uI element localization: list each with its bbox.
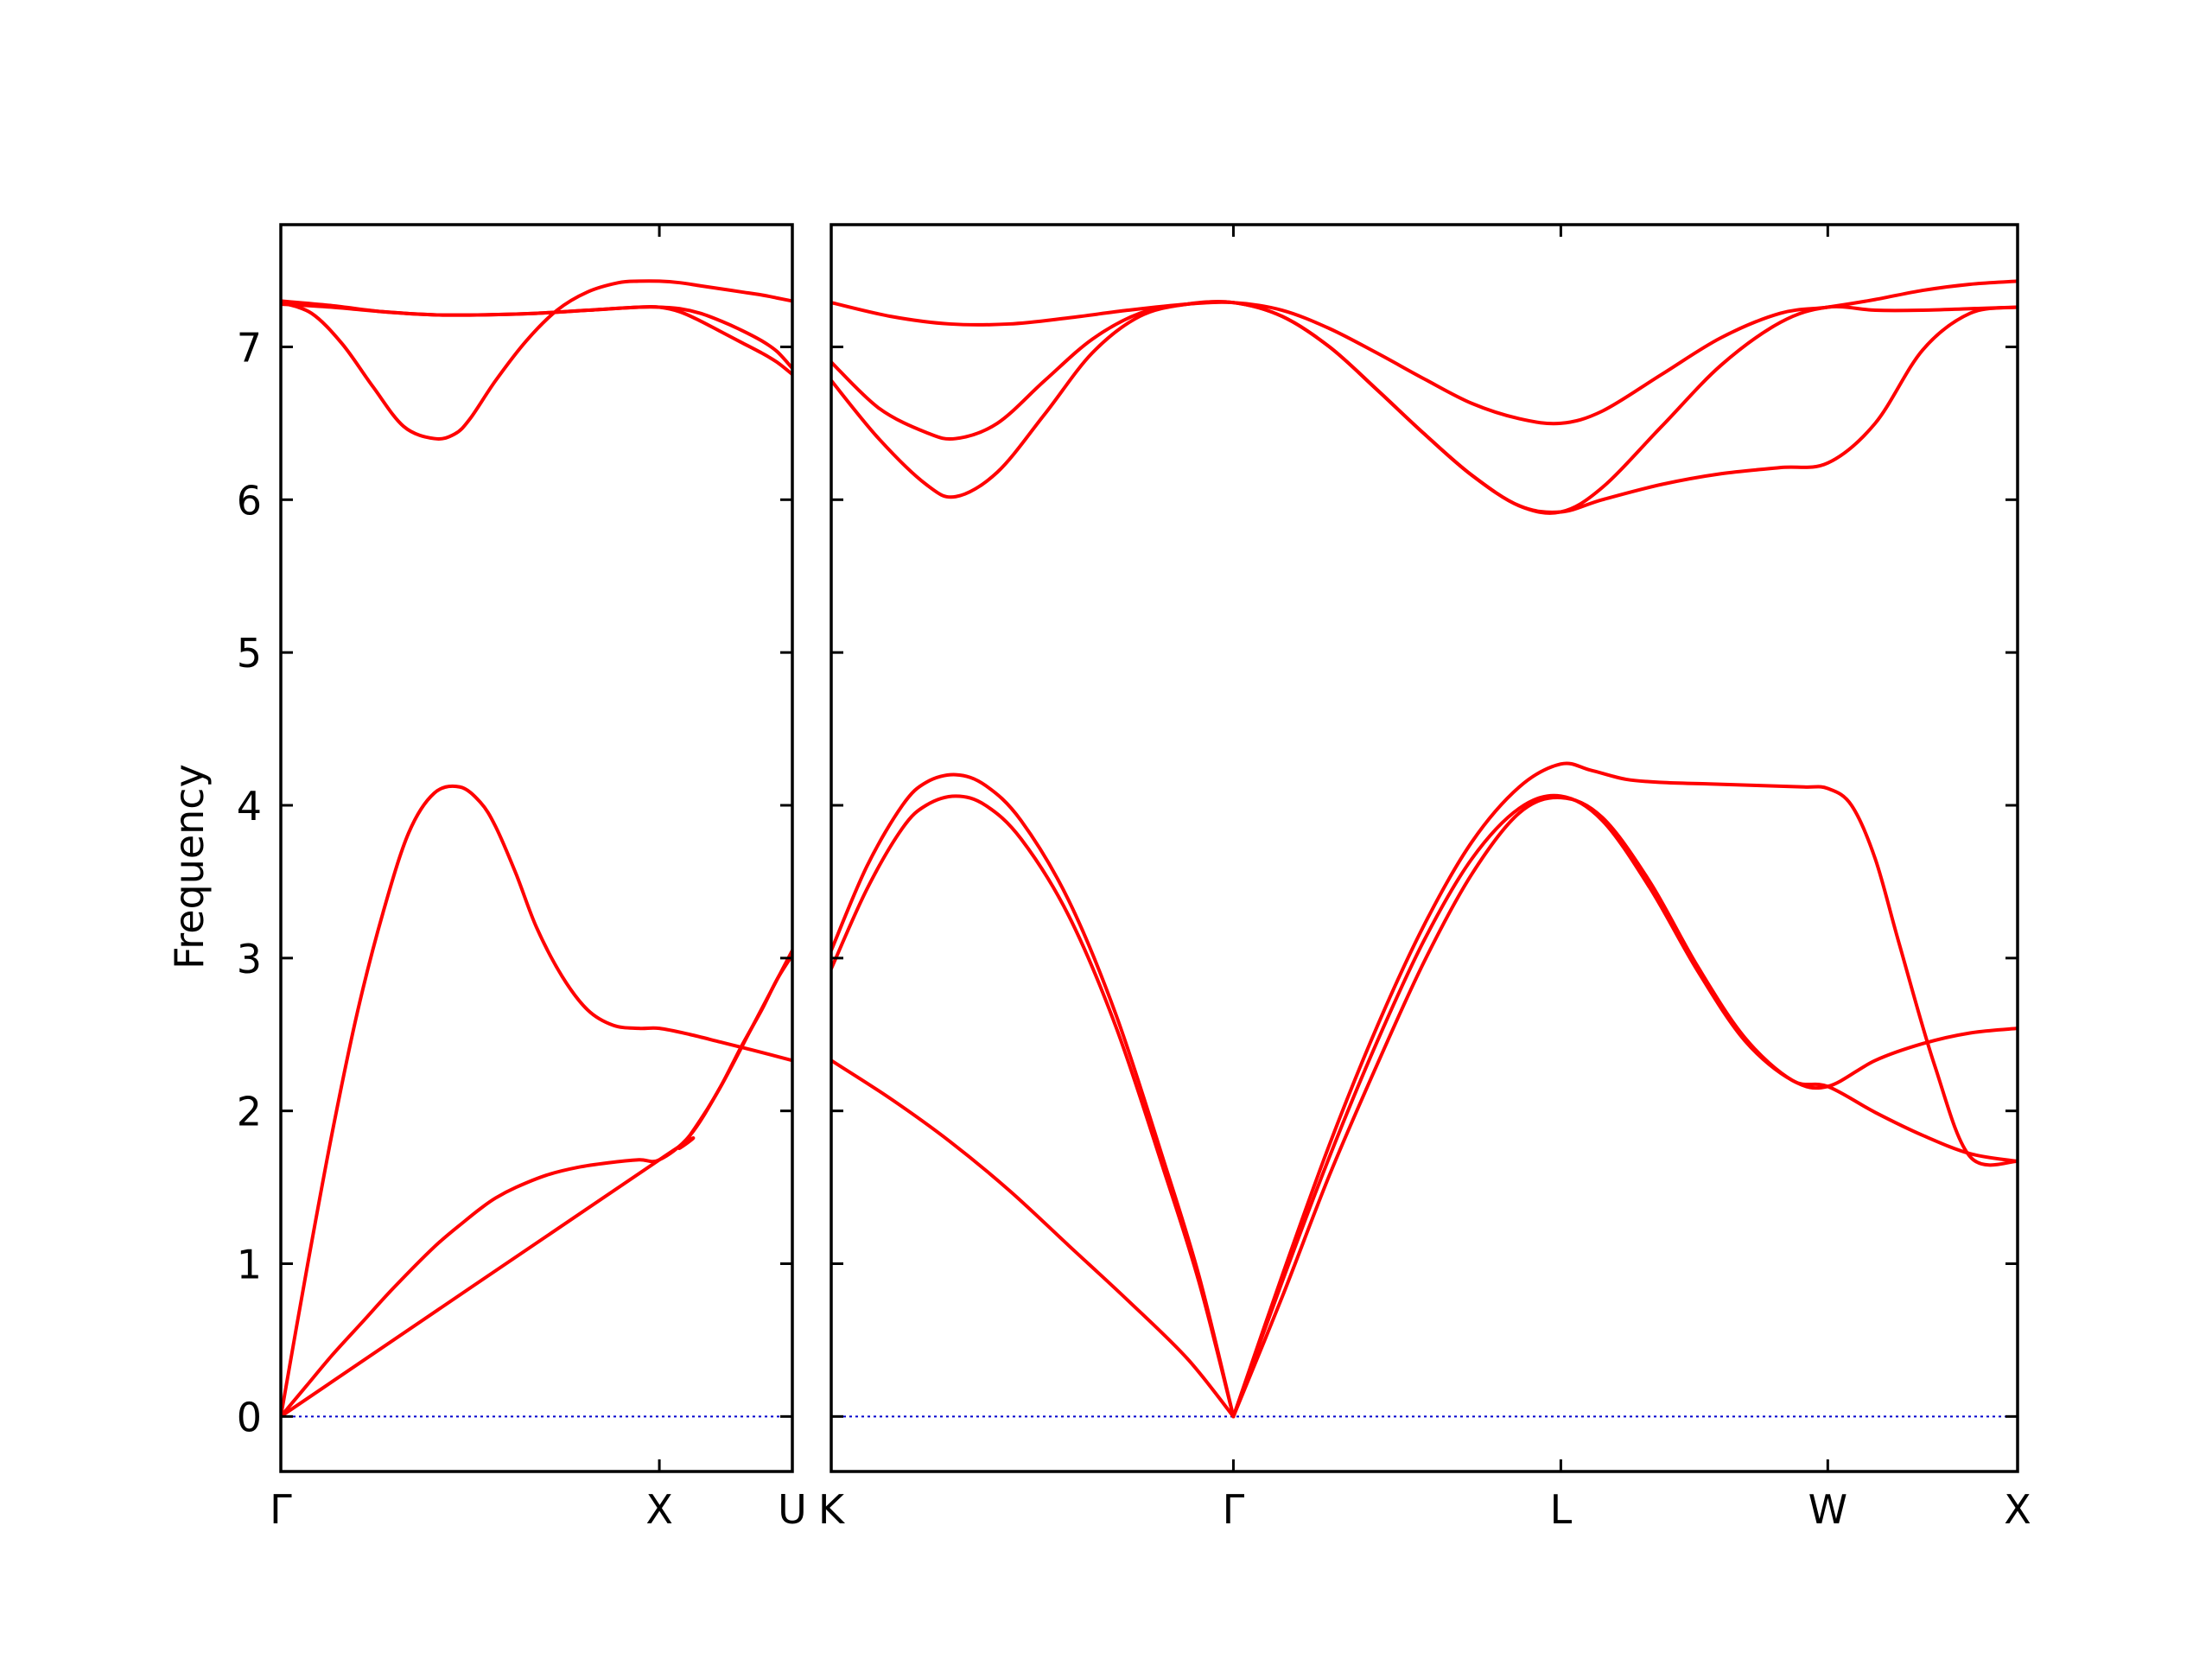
y-tick-label: 2	[237, 1089, 262, 1135]
y-tick-label: 7	[237, 324, 262, 371]
band-line-3	[281, 953, 792, 1419]
x-tick-label: L	[1550, 1486, 1573, 1533]
x-tick-label: U	[778, 1486, 807, 1533]
band-line-3	[831, 772, 1236, 1419]
panel-frame	[830, 223, 2019, 1473]
y-axis-title: Frequency	[166, 764, 213, 969]
x-tick-label: X	[645, 1486, 673, 1533]
y-tick-label: 3	[237, 936, 262, 982]
band-group	[281, 279, 792, 1419]
y-tick-label: 4	[237, 783, 262, 830]
band-line-1	[831, 1058, 1236, 1419]
band-line-2	[281, 784, 792, 1419]
panel-frame	[279, 223, 794, 1473]
band-line-5	[1231, 793, 2018, 1419]
band-line-7	[831, 300, 2018, 514]
band-line-8	[831, 300, 2018, 515]
band-line-6	[281, 302, 792, 371]
x-tick-label: Γ	[270, 1486, 292, 1533]
y-axis: 0 1 2 3 4 5 6 7	[237, 324, 262, 1440]
x-tick-label: X	[2004, 1486, 2031, 1533]
y-tick-label: 5	[237, 630, 262, 677]
band-line-6	[1231, 761, 2018, 1419]
y-tick-label: 1	[237, 1242, 262, 1288]
band-line-2	[831, 794, 1236, 1419]
band-line-9	[831, 279, 2018, 426]
x-tick-label: K	[818, 1486, 846, 1533]
x-tick-label: W	[1808, 1486, 1847, 1533]
y-tick-label: 6	[237, 477, 262, 524]
band-group	[831, 279, 2018, 1419]
x-tick-label: Γ	[1223, 1486, 1245, 1533]
band-line-1	[281, 948, 792, 1419]
y-tick-label: 0	[237, 1394, 262, 1440]
band-line-4	[281, 279, 792, 441]
